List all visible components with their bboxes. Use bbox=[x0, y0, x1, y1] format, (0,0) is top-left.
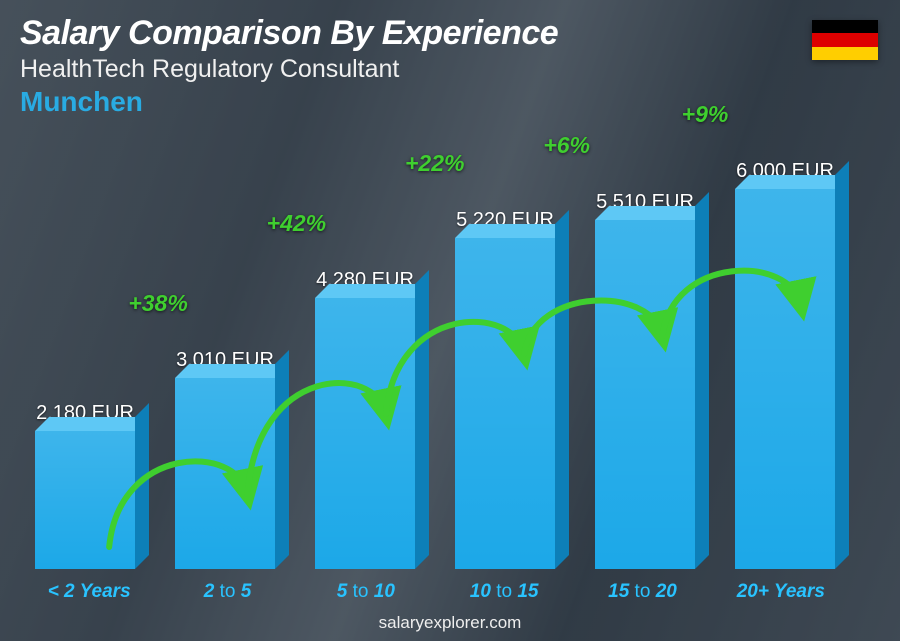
bar-side-face bbox=[555, 210, 569, 569]
flag-stripe bbox=[812, 33, 878, 46]
x-axis-label: 5 to 10 bbox=[297, 581, 435, 603]
bar-side-face bbox=[135, 403, 149, 569]
growth-arc-label: +9% bbox=[682, 101, 729, 128]
bar-slot: 6,000 EUR bbox=[720, 160, 850, 569]
bar-front-face bbox=[595, 220, 695, 569]
x-axis-label: < 2 Years bbox=[20, 581, 158, 603]
bar-top-face bbox=[35, 417, 149, 431]
footer-attribution: salaryexplorer.com bbox=[0, 613, 900, 633]
bar-side-face bbox=[275, 350, 289, 569]
growth-arc-label: +42% bbox=[267, 210, 326, 237]
growth-arc-label: +6% bbox=[543, 132, 590, 159]
bar bbox=[595, 220, 695, 569]
bar bbox=[735, 189, 835, 569]
bar-front-face bbox=[175, 378, 275, 569]
flag-stripe bbox=[812, 20, 878, 33]
bar bbox=[175, 378, 275, 569]
bar-slot: 3,010 EUR bbox=[160, 349, 290, 569]
bar-slot: 2,180 EUR bbox=[20, 402, 150, 569]
bar-top-face bbox=[315, 284, 429, 298]
bar-slot: 5,510 EUR bbox=[580, 191, 710, 569]
chart-subtitle: HealthTech Regulatory Consultant bbox=[20, 55, 558, 84]
bar-top-face bbox=[455, 224, 569, 238]
bar-top-face bbox=[175, 364, 289, 378]
bar-front-face bbox=[315, 298, 415, 569]
bars-container: 2,180 EUR3,010 EUR4,280 EUR5,220 EUR5,51… bbox=[20, 150, 850, 569]
x-axis-label: 10 to 15 bbox=[435, 581, 573, 603]
x-axis-label: 2 to 5 bbox=[158, 581, 296, 603]
chart-location: Munchen bbox=[20, 86, 558, 118]
bar-slot: 4,280 EUR bbox=[300, 269, 430, 569]
chart-title: Salary Comparison By Experience bbox=[20, 14, 558, 53]
bar-chart: 2,180 EUR3,010 EUR4,280 EUR5,220 EUR5,51… bbox=[20, 150, 850, 569]
x-axis-label: 15 to 20 bbox=[573, 581, 711, 603]
bar bbox=[315, 298, 415, 569]
x-axis: < 2 Years2 to 55 to 1010 to 1515 to 2020… bbox=[20, 581, 850, 603]
bar bbox=[35, 431, 135, 569]
flag-stripe bbox=[812, 47, 878, 60]
bar-front-face bbox=[35, 431, 135, 569]
bar-side-face bbox=[415, 270, 429, 569]
country-flag-icon bbox=[812, 20, 878, 60]
growth-arc-label: +38% bbox=[128, 290, 187, 317]
bar-side-face bbox=[835, 161, 849, 569]
header: Salary Comparison By Experience HealthTe… bbox=[20, 14, 558, 118]
growth-arc-label: +22% bbox=[405, 150, 464, 177]
bar bbox=[455, 238, 555, 569]
x-axis-label: 20+ Years bbox=[712, 581, 850, 603]
bar-slot: 5,220 EUR bbox=[440, 209, 570, 569]
bar-front-face bbox=[455, 238, 555, 569]
bar-top-face bbox=[595, 206, 709, 220]
bar-side-face bbox=[695, 192, 709, 569]
bar-top-face bbox=[735, 175, 849, 189]
bar-front-face bbox=[735, 189, 835, 569]
